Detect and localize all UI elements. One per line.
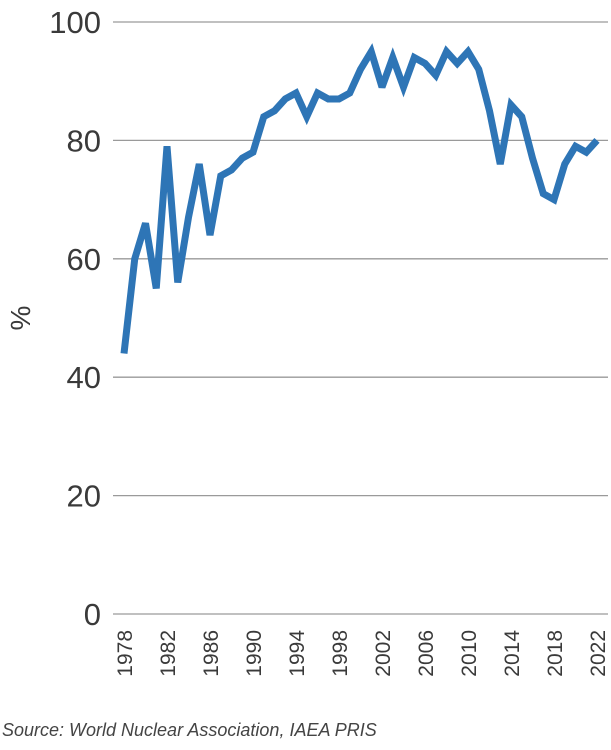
- y-tick-label: 80: [67, 123, 101, 158]
- x-tick-label: 2002: [372, 630, 395, 677]
- series-layer: [120, 43, 600, 354]
- x-tick-label: 1994: [286, 630, 309, 677]
- series-line-0: [120, 43, 600, 354]
- x-tick-label: 1986: [200, 630, 223, 677]
- x-tick-label: 2018: [544, 630, 567, 677]
- y-tick-label: 40: [67, 360, 101, 395]
- x-tick-label: 2010: [458, 630, 481, 677]
- x-tick-label: 1982: [157, 630, 180, 677]
- x-tick-label: 1978: [114, 630, 137, 677]
- x-tick-labels: 1978 1982 1986 1990 1994 1998 2002 2006 2010 2014…: [114, 630, 610, 677]
- y-tick-labels: 0 20 40 60 80 100: [49, 5, 101, 632]
- y-tick-label: 60: [67, 242, 101, 277]
- x-tick-label: 2022: [587, 630, 610, 677]
- y-tick-label: 0: [84, 597, 101, 632]
- y-axis-label: %: [5, 306, 36, 331]
- gridlines: [113, 21, 608, 615]
- x-tick-label: 2006: [415, 630, 438, 677]
- y-tick-label: 20: [67, 479, 101, 514]
- source-note: Source: World Nuclear Association, IAEA …: [2, 720, 377, 740]
- x-tick-label: 1990: [243, 630, 266, 677]
- x-tick-label: 2014: [501, 630, 524, 677]
- x-tick-label: 1998: [329, 630, 352, 677]
- y-tick-label: 100: [49, 5, 101, 40]
